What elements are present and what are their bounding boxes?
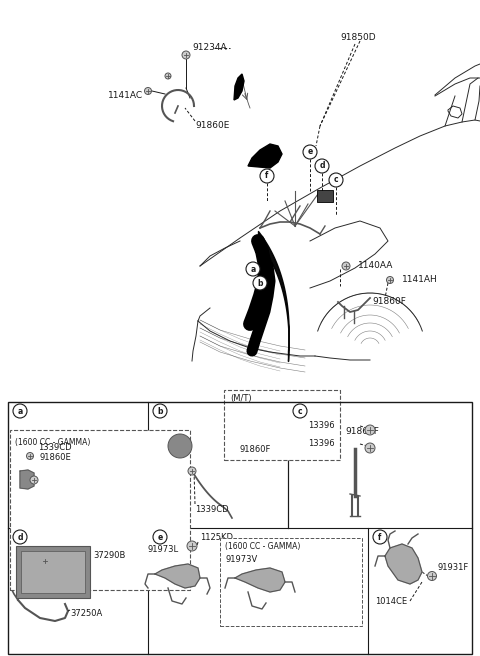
Text: 91973L: 91973L (148, 546, 179, 554)
Circle shape (303, 145, 317, 159)
Text: 91973V: 91973V (225, 556, 257, 565)
Polygon shape (385, 544, 422, 584)
Text: 13396: 13396 (308, 440, 335, 449)
Text: 91860F: 91860F (239, 445, 270, 455)
Bar (10, 430, 190, 590)
Text: (1600 CC - GAMMA): (1600 CC - GAMMA) (15, 438, 90, 447)
Circle shape (187, 541, 197, 551)
Bar (224, 390, 340, 460)
Bar (220, 538, 362, 626)
Circle shape (30, 476, 38, 484)
Circle shape (365, 443, 375, 453)
Text: 37290B: 37290B (93, 552, 125, 560)
Circle shape (165, 73, 171, 79)
Circle shape (260, 169, 274, 183)
Text: 1014CE: 1014CE (375, 596, 407, 605)
Text: (1600 CC - GAMMA): (1600 CC - GAMMA) (225, 541, 300, 550)
FancyBboxPatch shape (21, 551, 85, 593)
Circle shape (144, 87, 152, 94)
Circle shape (329, 173, 343, 187)
Text: 1140EF: 1140EF (55, 567, 86, 575)
Polygon shape (234, 74, 244, 100)
Text: b: b (257, 279, 263, 287)
Circle shape (188, 467, 196, 475)
Text: a: a (17, 407, 23, 415)
Text: a: a (251, 264, 256, 274)
Text: e: e (157, 533, 163, 541)
Circle shape (293, 404, 307, 418)
Text: 91860E: 91860E (195, 121, 229, 131)
FancyBboxPatch shape (16, 546, 90, 598)
Text: 91931F: 91931F (438, 564, 469, 573)
Text: c: c (334, 176, 338, 184)
Circle shape (365, 425, 375, 435)
Text: 1141AH: 1141AH (402, 276, 438, 285)
Circle shape (315, 159, 329, 173)
Text: b: b (157, 407, 163, 415)
Circle shape (182, 51, 190, 59)
Text: (M/T): (M/T) (230, 394, 252, 403)
Text: 1339CD: 1339CD (195, 504, 228, 514)
Circle shape (342, 262, 350, 270)
Text: e: e (307, 148, 312, 157)
Text: 1125KD: 1125KD (200, 533, 233, 543)
Polygon shape (155, 564, 200, 588)
Text: d: d (319, 161, 325, 171)
Text: c: c (298, 407, 302, 415)
Text: f: f (378, 533, 382, 541)
Text: 1140AA: 1140AA (358, 262, 394, 270)
Circle shape (168, 434, 192, 458)
Text: 1339CD: 1339CD (38, 443, 72, 453)
Text: f: f (265, 171, 269, 180)
Text: 13396: 13396 (308, 422, 335, 430)
Circle shape (428, 571, 436, 581)
Text: 91860F: 91860F (372, 298, 406, 306)
Polygon shape (248, 144, 282, 168)
Polygon shape (235, 568, 285, 592)
Text: 1141AC: 1141AC (108, 91, 143, 100)
Circle shape (41, 558, 48, 565)
Circle shape (13, 404, 27, 418)
Circle shape (13, 530, 27, 544)
Text: d: d (17, 533, 23, 541)
Circle shape (246, 262, 260, 276)
Text: 91860E: 91860E (40, 453, 72, 462)
Circle shape (253, 276, 267, 290)
Circle shape (373, 530, 387, 544)
Bar (8, 402, 472, 654)
Text: 37250A: 37250A (70, 609, 102, 619)
Circle shape (26, 453, 34, 459)
FancyBboxPatch shape (317, 190, 333, 202)
Text: 91850D: 91850D (340, 33, 376, 43)
Circle shape (153, 404, 167, 418)
Text: 91234A: 91234A (192, 43, 227, 52)
Polygon shape (20, 470, 34, 489)
Text: 91860F: 91860F (345, 428, 379, 436)
Circle shape (386, 276, 394, 283)
Circle shape (153, 530, 167, 544)
